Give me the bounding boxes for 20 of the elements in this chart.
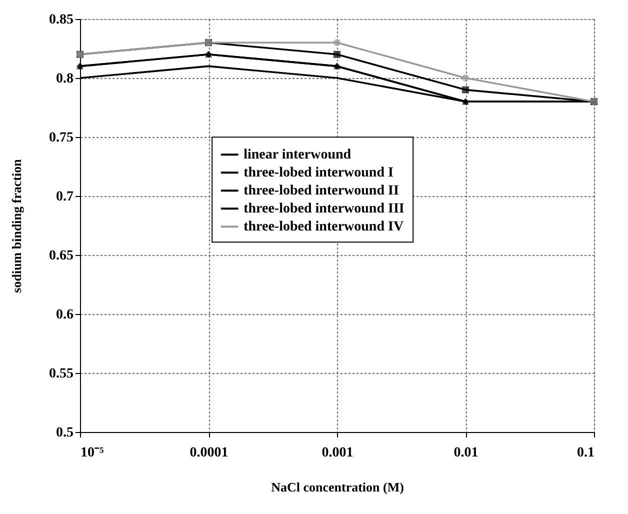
legend-label: linear interwound [244,148,352,163]
y-tick-label: 0.75 [49,130,74,146]
y-tick-label: 0.6 [56,308,74,322]
x-axis-title: NaCl concentration (M) [271,480,404,494]
y-tick-label: 0.65 [49,248,74,264]
x-tick-label: 0.1 [577,446,594,460]
legend-label: three-lobed interwound IV [244,220,404,235]
legend-label: three-lobed interwound I [244,166,394,181]
y-tick-label: 0.5 [56,426,74,440]
legend-label: three-lobed interwound II [244,184,399,199]
x-tick-label: 0.0001 [190,446,228,460]
legend-label: three-lobed interwound III [244,202,404,217]
y-tick-label: 0.8 [56,72,74,86]
x-tick-label: 10⁻⁵ [80,446,104,460]
x-tick-label: 0.001 [322,446,354,460]
y-tick-label: 0.85 [49,12,74,28]
y-tick-label: 0.55 [49,366,74,382]
y-tick-label: 0.7 [56,190,74,204]
x-tick-label: 0.01 [454,446,478,460]
y-axis-title: sodium binding fraction [9,158,24,293]
